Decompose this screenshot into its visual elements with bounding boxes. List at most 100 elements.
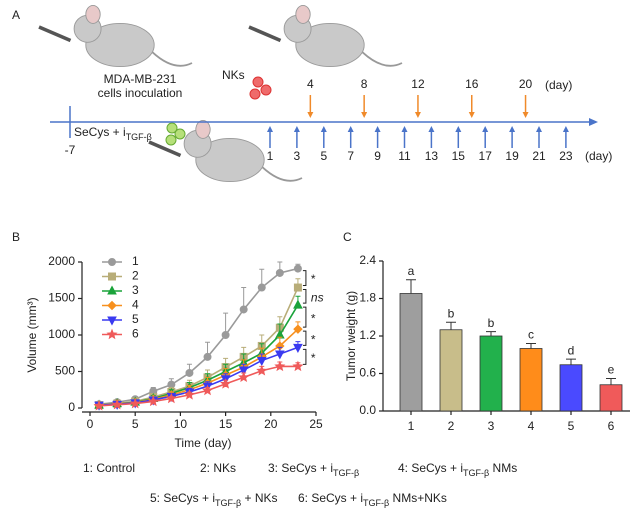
y-tick-label: 1500 [48,291,75,305]
text-part: TGF-β [363,498,389,508]
error-bar [606,378,616,385]
data-point [201,384,214,396]
panel-label: A [12,8,20,22]
unit-label: (day) [585,149,612,163]
y-tick-label: 500 [55,364,75,378]
legend-label: 6 [132,327,139,341]
caption: 3: SeCys + iTGF-β [268,461,359,478]
x-tick-label: 5 [568,419,575,433]
panel-label: B [12,230,20,244]
text-part: 2: NKs [200,461,236,475]
data-point [220,378,232,389]
y-tick-label: 1.8 [359,291,376,305]
data-point [106,328,118,340]
legend-label: 5 [132,312,139,326]
bar [439,329,463,412]
data-point [221,331,230,339]
nk-arrowhead [522,112,529,118]
data-point [293,299,303,309]
bar [519,348,543,412]
data-point [147,395,159,407]
legend-label: 4 [132,298,139,312]
nk-label: NKs [222,68,245,82]
data-point [293,283,302,292]
x-tick-label: 1 [408,419,415,433]
significance-label: * [311,311,316,325]
data-point [257,283,266,292]
start-day: -7 [65,143,76,157]
significance-bracket [302,330,307,346]
injection-day: 15 [452,149,466,163]
data-point [293,324,303,334]
significance-bracket [302,289,307,304]
x-tick-label: 4 [528,419,535,433]
significance-letter: d [568,343,575,357]
injection-day: 9 [374,149,381,163]
data-point [239,305,248,314]
injection-day: 13 [425,149,439,163]
nk-day: 12 [411,77,425,91]
mouse-tail [151,51,193,67]
significance-bracket [302,306,307,328]
nk-cell [252,76,264,88]
series-line [99,346,299,406]
x-tick-label: 0 [87,417,94,431]
data-point [256,357,267,367]
data-point [256,364,268,376]
injection-arrowhead [536,126,542,132]
caption: 6: SeCys + iTGF-β NMs+NKs [298,491,447,508]
bar [399,293,423,412]
data-point [274,360,286,372]
data-point [185,368,194,377]
error-bar [486,331,496,336]
error-bar [446,321,456,330]
nk-arrowhead [307,112,314,118]
legend-label: 3 [132,283,139,297]
drug-particle [165,134,177,146]
significance-bracket [302,348,307,365]
error-bar [406,279,416,294]
caption: 4: SeCys + iTGF-β NMs [398,461,517,478]
injection-arrowhead [562,126,569,132]
mouse-tail [261,166,303,182]
data-point [108,272,116,281]
injection-day: 19 [505,149,519,163]
nk-day: 4 [307,77,314,91]
inoculation-text: MDA-MB-231 [104,72,177,86]
data-point [108,258,116,266]
significance-letter: b [448,306,455,320]
caption: 1: Control [83,461,135,475]
data-point [93,399,105,411]
bar [479,335,503,412]
mouse-tail [361,51,403,67]
injection-day: 17 [479,149,493,163]
text-part: TGF-β [333,468,359,478]
syringe [248,25,282,43]
y-tick-label: 2000 [48,254,75,268]
y-axis-title: Tumor weight (g) [344,291,358,381]
legend-label: 2 [132,269,139,283]
injection-arrowhead [482,126,489,132]
x-axis-title: Time (day) [175,436,232,450]
significance-label: * [311,351,316,365]
text-part: NMs+NKs [389,491,447,505]
nk-cell [249,88,261,100]
text-part: + NKs [241,491,277,505]
text-part: NMs [489,461,517,475]
bar [599,384,623,412]
nk-day: 20 [519,77,533,91]
mouse-illustration [38,4,193,68]
x-tick-label: 5 [132,417,139,431]
x-tick-label: 10 [174,417,188,431]
nk-arrowhead [468,112,475,118]
mouse-body [85,22,155,68]
text-part: 4: SeCys + i [398,461,463,475]
mouse-ear [295,4,311,24]
y-tick-label: 1000 [48,327,75,341]
data-point [293,264,302,273]
nk-arrowhead [414,112,421,118]
text-part: 3: SeCys + i [268,461,333,475]
x-tick-label: 2 [448,419,455,433]
data-point [238,366,249,376]
